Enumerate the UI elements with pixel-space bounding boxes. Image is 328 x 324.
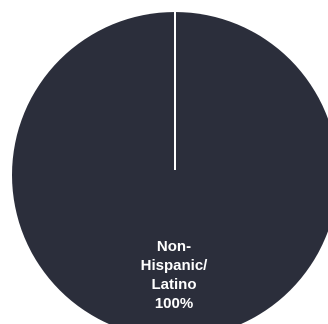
pie-slice-label-0: Non- Hispanic/Latino 100% bbox=[141, 238, 209, 312]
pie-slice-category-line: Latino bbox=[152, 276, 197, 293]
pie-slice-category-line: Hispanic/ bbox=[141, 257, 209, 274]
pie-slice-0[interactable] bbox=[12, 12, 328, 324]
pie-slice-value-label: 100% bbox=[155, 295, 193, 312]
pie-slice-category-line: Non- bbox=[157, 238, 191, 255]
